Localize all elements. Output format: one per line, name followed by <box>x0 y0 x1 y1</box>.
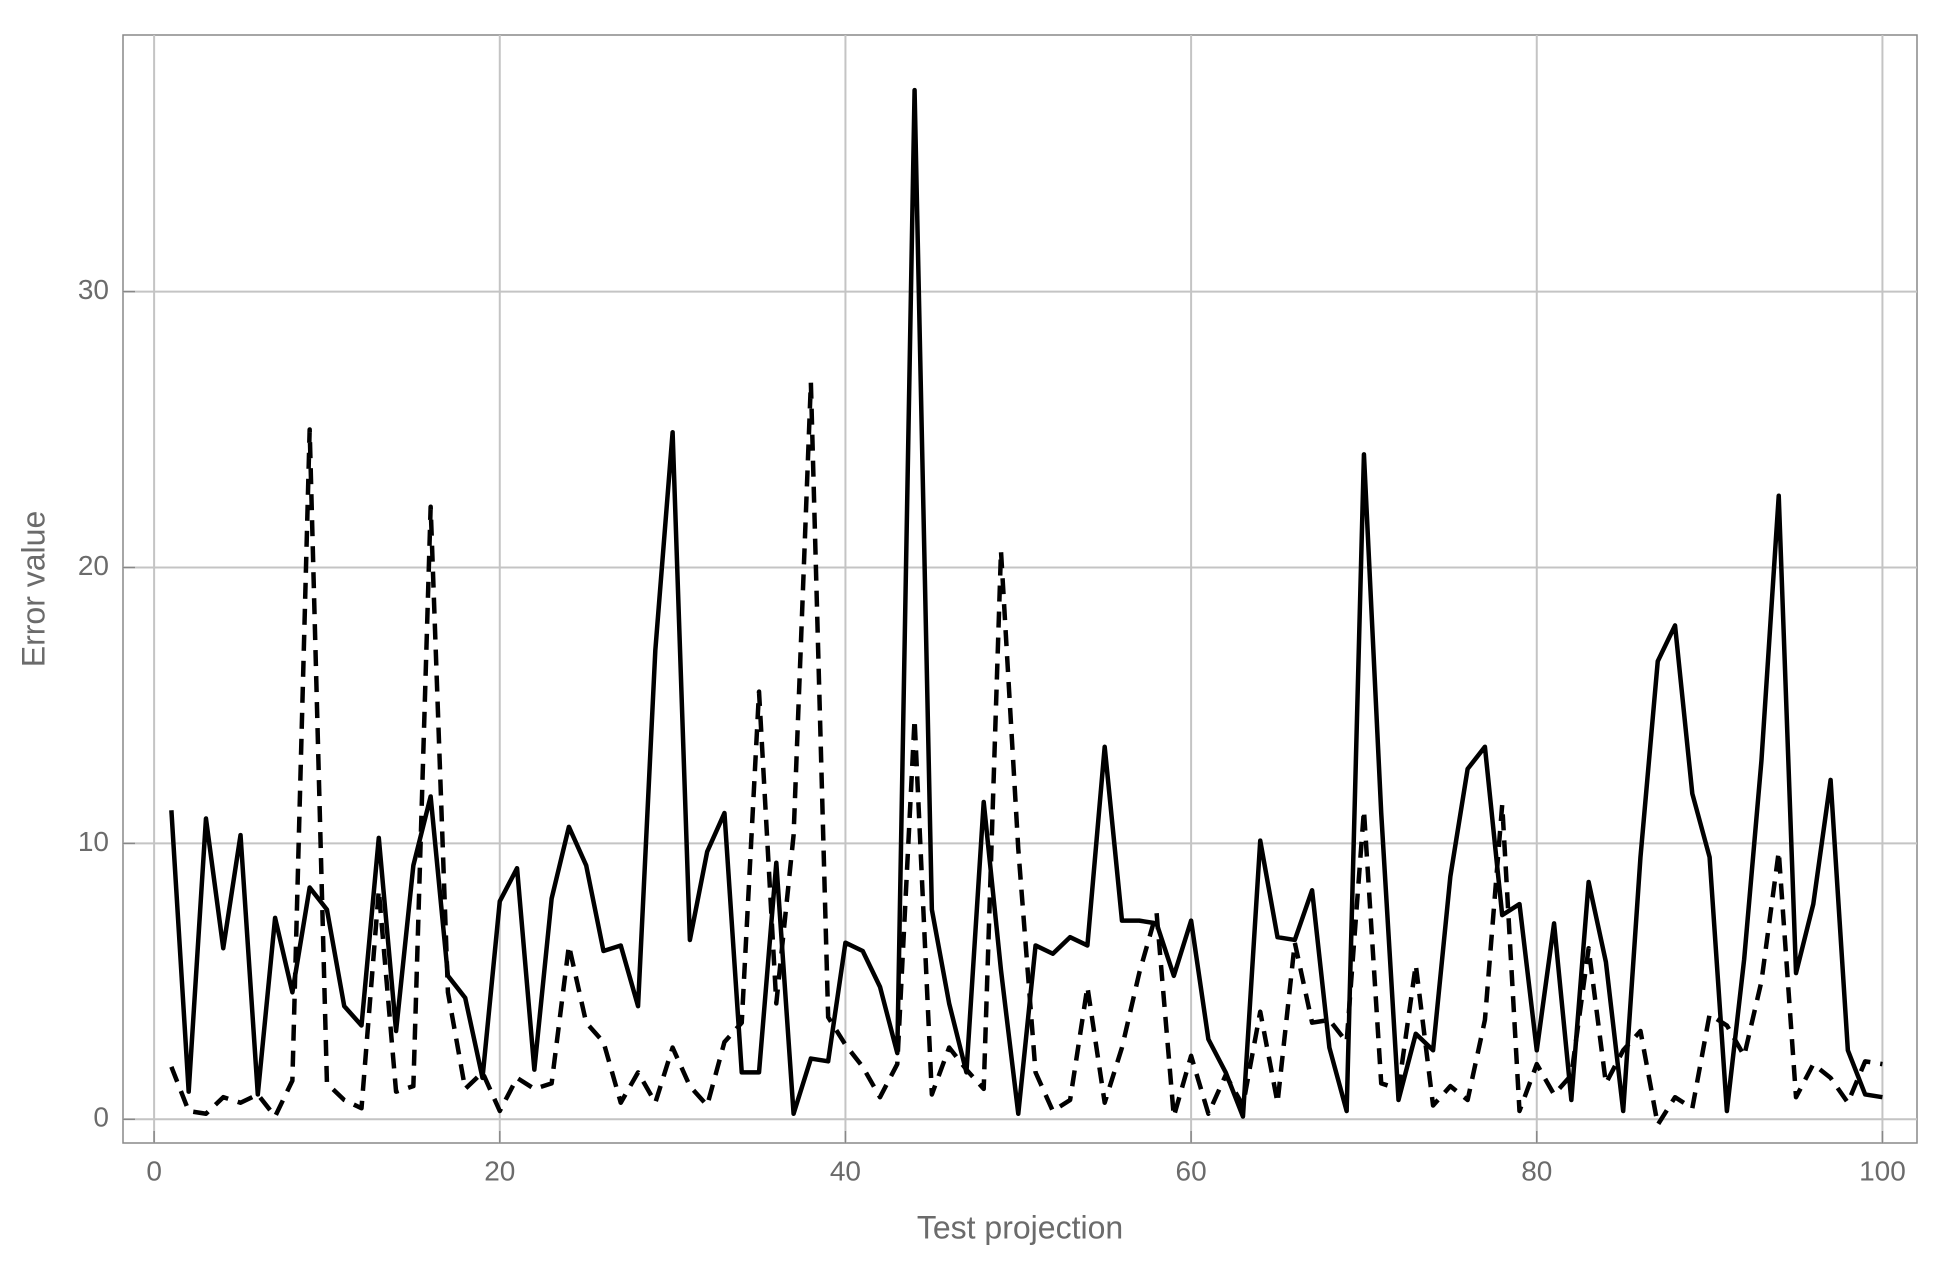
series-line <box>169 380 1883 1128</box>
x-tick-label: 0 <box>146 1155 162 1186</box>
y-tick-label: 20 <box>78 550 109 581</box>
y-tick-label: 0 <box>93 1102 109 1133</box>
x-tick-label: 20 <box>484 1155 515 1186</box>
x-tick-label: 40 <box>830 1155 861 1186</box>
series-line <box>169 87 1883 1119</box>
x-tick-label: 80 <box>1521 1155 1552 1186</box>
y-tick-label: 10 <box>78 826 109 857</box>
x-tick-label: 60 <box>1176 1155 1207 1186</box>
x-axis-label: Test projection <box>917 1209 1123 1245</box>
x-tick-label: 100 <box>1859 1155 1906 1186</box>
y-axis-label: Error value <box>15 511 51 668</box>
plot-frame <box>122 34 1918 1144</box>
y-tick-label: 30 <box>78 274 109 305</box>
